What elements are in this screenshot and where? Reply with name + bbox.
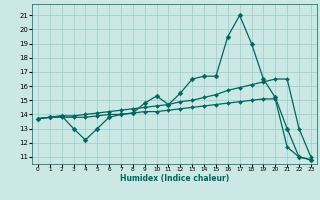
X-axis label: Humidex (Indice chaleur): Humidex (Indice chaleur) (120, 174, 229, 183)
